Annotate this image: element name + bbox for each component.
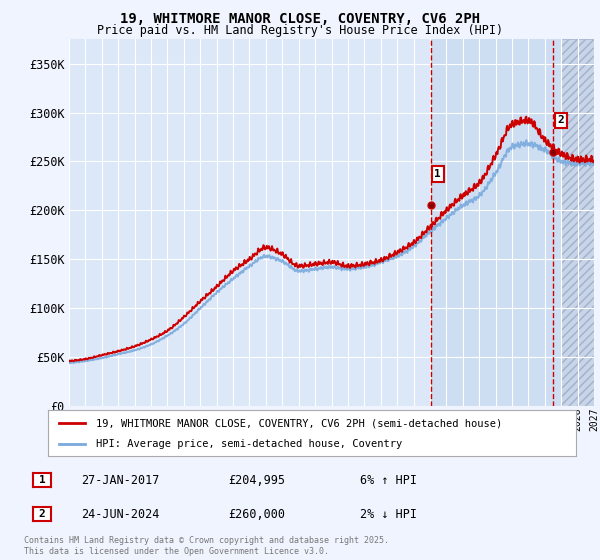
- Text: £260,000: £260,000: [228, 507, 285, 521]
- Text: £204,995: £204,995: [228, 474, 285, 487]
- Text: 24-JUN-2024: 24-JUN-2024: [81, 507, 160, 521]
- Text: 27-JAN-2017: 27-JAN-2017: [81, 474, 160, 487]
- Bar: [431, 39, 561, 406]
- Text: 2: 2: [38, 509, 46, 519]
- Text: 6% ↑ HPI: 6% ↑ HPI: [360, 474, 417, 487]
- Text: 19, WHITMORE MANOR CLOSE, COVENTRY, CV6 2PH: 19, WHITMORE MANOR CLOSE, COVENTRY, CV6 …: [120, 12, 480, 26]
- Text: 2% ↓ HPI: 2% ↓ HPI: [360, 507, 417, 521]
- Text: Price paid vs. HM Land Registry's House Price Index (HPI): Price paid vs. HM Land Registry's House …: [97, 24, 503, 36]
- Text: 1: 1: [38, 475, 46, 485]
- Text: 1: 1: [434, 169, 441, 179]
- Text: HPI: Average price, semi-detached house, Coventry: HPI: Average price, semi-detached house,…: [95, 438, 402, 449]
- Text: 19, WHITMORE MANOR CLOSE, COVENTRY, CV6 2PH (semi-detached house): 19, WHITMORE MANOR CLOSE, COVENTRY, CV6 …: [95, 418, 502, 428]
- Bar: [561, 39, 594, 406]
- Text: Contains HM Land Registry data © Crown copyright and database right 2025.
This d: Contains HM Land Registry data © Crown c…: [24, 536, 389, 556]
- Text: 2: 2: [557, 115, 565, 125]
